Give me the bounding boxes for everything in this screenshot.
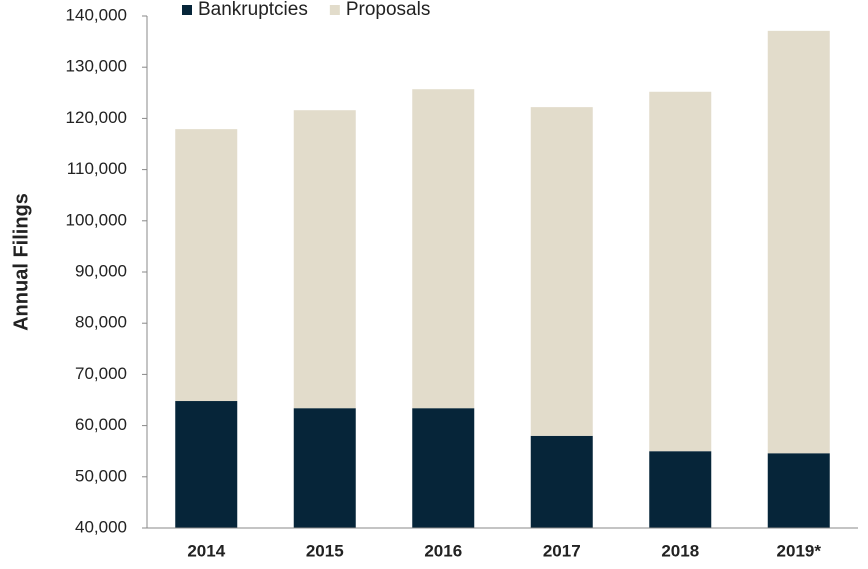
bar-segment xyxy=(767,30,830,454)
bar-segment xyxy=(649,451,712,528)
y-tick-label: 80,000 xyxy=(75,313,127,332)
legend-label: Proposals xyxy=(346,0,431,20)
bar-segment xyxy=(175,401,238,528)
x-tick-label: 2015 xyxy=(306,541,344,560)
y-tick-label: 40,000 xyxy=(75,517,127,536)
y-tick-label: 120,000 xyxy=(66,108,127,127)
bar-segment xyxy=(649,91,712,452)
bar-segment xyxy=(530,435,593,528)
x-tick-label: 2014 xyxy=(187,541,225,560)
bar-segment xyxy=(412,89,475,409)
y-tick-label: 140,000 xyxy=(66,5,127,24)
legend-label: Bankruptcies xyxy=(198,0,308,20)
bar-segment xyxy=(412,408,475,528)
bar-segment xyxy=(293,408,356,528)
x-tick-label: 2017 xyxy=(543,541,581,560)
y-tick-label: 70,000 xyxy=(75,364,127,383)
bar-segment xyxy=(767,453,830,528)
y-tick-label: 130,000 xyxy=(66,57,127,76)
bar-segment xyxy=(530,107,593,436)
x-tick-label: 2019* xyxy=(777,541,822,560)
x-tick-label: 2016 xyxy=(424,541,462,560)
legend-swatch xyxy=(329,5,340,15)
y-tick-label: 50,000 xyxy=(75,466,127,485)
x-tick-label: 2018 xyxy=(661,541,699,560)
bar-segment xyxy=(293,110,356,409)
y-tick-label: 90,000 xyxy=(75,261,127,280)
legend-swatch xyxy=(182,5,192,15)
y-tick-label: 110,000 xyxy=(67,159,127,178)
y-tick-label: 60,000 xyxy=(75,415,127,434)
bar-segment xyxy=(175,129,238,402)
y-axis-title: Annual Filings xyxy=(10,193,32,331)
y-tick-label: 100,000 xyxy=(66,210,127,229)
